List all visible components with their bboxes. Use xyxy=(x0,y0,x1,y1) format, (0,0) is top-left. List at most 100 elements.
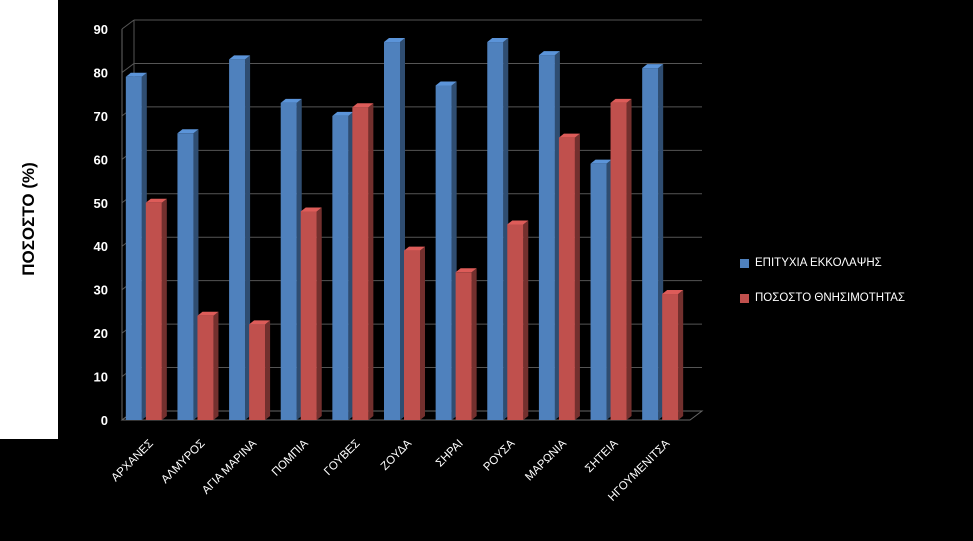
bar-top xyxy=(487,38,509,43)
bar-side xyxy=(265,320,271,420)
y-tick-label: 10 xyxy=(94,370,108,385)
bar-side xyxy=(574,133,580,420)
x-tick-label: ΣΗΤΕΙΑ xyxy=(583,437,621,475)
legend-label-series-1: ΕΠΙΤΥΧΙΑ ΕΚΚΟΛΑΨΗΣ xyxy=(755,257,882,269)
bar-top xyxy=(249,320,271,325)
y-tick-label: 30 xyxy=(94,283,108,298)
bar-top xyxy=(352,103,374,108)
bar-side xyxy=(213,311,219,420)
bar-top xyxy=(280,98,302,103)
bar-mortality-7 xyxy=(455,268,477,420)
bar-side xyxy=(554,51,560,421)
bar-mortality-11 xyxy=(662,290,684,420)
bar-side xyxy=(503,38,509,421)
bar-side xyxy=(296,98,302,420)
legend-label-series-2: ΠΟΣΟΣΤΟ ΘΝΗΣΙΜΟΤΗΤΑΣ xyxy=(755,292,906,304)
bar-mortality-10 xyxy=(610,98,632,420)
x-tick-label: ΓΟΥΒΕΣ xyxy=(322,438,362,478)
bar-success-11 xyxy=(642,64,664,420)
bar-front xyxy=(435,85,452,420)
bar-top xyxy=(662,290,684,295)
bar-top xyxy=(610,98,632,103)
bar-side xyxy=(161,198,167,420)
bar-side xyxy=(678,290,684,420)
bar-top xyxy=(125,72,147,77)
bar-front xyxy=(145,202,162,420)
y-axis-title-box: ΠΟΣΟΣΤΟ (%) xyxy=(0,0,58,439)
x-tick-label: ΑΛΜΥΡΟΣ xyxy=(159,438,207,486)
x-tick-label: ΣΗΡΑΙ xyxy=(434,438,466,470)
bar-top xyxy=(538,51,560,56)
y-tick-labels: 0 10 20 30 40 50 60 70 80 90 xyxy=(94,22,108,428)
bar-success-6 xyxy=(384,38,405,421)
bar-top xyxy=(642,64,664,69)
bar-mortality-9 xyxy=(558,133,580,420)
bar-front xyxy=(558,137,575,420)
bar-front xyxy=(300,211,317,420)
bar-front xyxy=(642,68,659,420)
bar-top xyxy=(332,111,354,116)
bar-side xyxy=(471,268,477,420)
bar-front xyxy=(487,42,504,421)
x-tick-label: ΑΓΙΑ ΜΑΡΙΝΑ xyxy=(200,437,259,496)
y-tick-label: 40 xyxy=(94,239,108,254)
bar-success-8 xyxy=(487,38,509,421)
bar-side xyxy=(523,220,529,420)
bar-mortality-4 xyxy=(300,207,322,420)
bar-mortality-3 xyxy=(249,320,271,420)
bar-front xyxy=(177,133,194,420)
bar-front xyxy=(384,42,400,421)
bar-front xyxy=(280,102,297,420)
bar-success-3 xyxy=(229,55,251,421)
gridline-depth xyxy=(121,19,135,30)
bar-side xyxy=(368,103,374,420)
bar-top xyxy=(229,55,251,60)
legend-item-series-1: ΕΠΙΤΥΧΙΑ ΕΚΚΟΛΑΨΗΣ xyxy=(740,257,970,269)
bar-front xyxy=(662,294,679,420)
y-tick-label: 70 xyxy=(94,109,108,124)
bar-front xyxy=(404,250,420,420)
y-tick-label: 20 xyxy=(94,326,108,341)
bars xyxy=(125,38,684,421)
bar-top xyxy=(455,268,477,273)
legend-item-series-2: ΠΟΣΟΣΤΟ ΘΝΗΣΙΜΟΤΗΤΑΣ xyxy=(740,292,970,304)
bar-top xyxy=(590,159,612,164)
bar-mortality-2 xyxy=(197,311,219,420)
legend-swatch-series-2 xyxy=(740,293,749,303)
bar-success-10 xyxy=(590,159,612,420)
bar-top xyxy=(300,207,322,212)
y-tick-label: 50 xyxy=(94,196,108,211)
x-tick-label: ΜΑΡΩΝΙΑ xyxy=(523,437,569,483)
legend-swatch-series-1 xyxy=(740,258,749,268)
bar-side xyxy=(606,159,612,420)
x-tick-label: ΠΟΜΠΙΑ xyxy=(270,437,311,478)
bar-side xyxy=(348,111,354,420)
bar-mortality-1 xyxy=(145,198,167,420)
bar-top xyxy=(177,129,199,134)
bar-top xyxy=(435,81,457,86)
y-tick-label: 90 xyxy=(94,22,108,37)
bar-mortality-5 xyxy=(352,103,374,420)
bar-side xyxy=(400,38,405,421)
bar-top xyxy=(404,246,425,251)
bar-top xyxy=(145,198,167,203)
bar-front xyxy=(197,315,214,420)
bar-side xyxy=(141,72,147,421)
bar-top xyxy=(384,38,405,43)
x-tick-label: ΖΟΥΔΑ xyxy=(379,437,414,472)
bar-side xyxy=(193,129,199,420)
bar-mortality-6 xyxy=(404,246,425,420)
bar-side xyxy=(245,55,251,421)
bar-top xyxy=(507,220,529,225)
bar-side xyxy=(626,98,632,420)
bar-front xyxy=(229,59,246,421)
bar-top xyxy=(558,133,580,138)
bar-success-2 xyxy=(177,129,199,420)
gridline-depth xyxy=(121,63,135,73)
bar-front xyxy=(507,224,524,420)
bar-success-9 xyxy=(538,51,560,421)
y-tick-label: 60 xyxy=(94,152,108,167)
bar-side xyxy=(451,81,457,420)
